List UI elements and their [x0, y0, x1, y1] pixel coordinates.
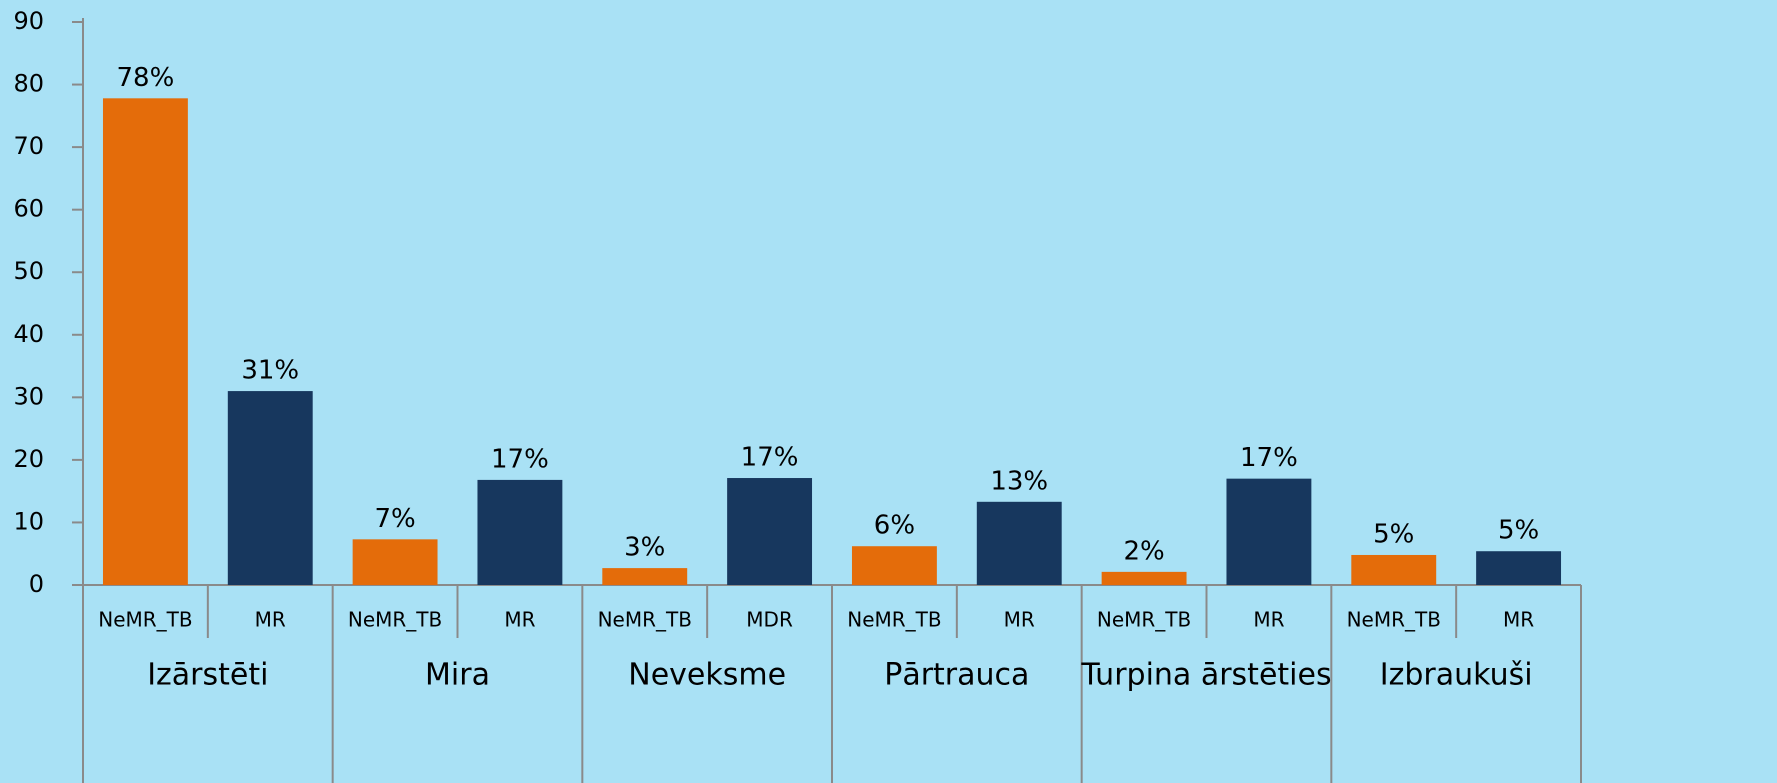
x-tick-label: MR	[1503, 608, 1534, 632]
bar	[102, 98, 188, 585]
data-label: 5%	[1373, 519, 1414, 549]
bar	[477, 479, 563, 585]
data-label: 78%	[117, 63, 175, 93]
group-label: Pārtrauca	[884, 658, 1029, 693]
x-tick-label: NeMR_TB	[98, 608, 192, 632]
y-tick-label: 80	[13, 70, 44, 98]
y-tick-label: 0	[29, 570, 44, 598]
x-tick-label: MR	[504, 608, 535, 632]
group-label: Turpina ārstēties	[1080, 658, 1331, 693]
bar	[851, 546, 937, 585]
bar	[602, 568, 688, 585]
x-tick-label: NeMR_TB	[1097, 608, 1191, 632]
x-tick-label: NeMR_TB	[1347, 608, 1441, 632]
y-tick-label: 50	[13, 257, 44, 285]
y-tick-label: 70	[13, 132, 44, 160]
data-label: 17%	[1240, 443, 1298, 473]
data-label: 5%	[1498, 516, 1539, 546]
group-label: Izbraukuši	[1380, 658, 1533, 693]
bar	[1351, 554, 1437, 585]
x-tick-label: MR	[1253, 608, 1284, 632]
data-label: 2%	[1123, 536, 1164, 566]
y-tick-label: 90	[13, 7, 44, 35]
data-label: 17%	[741, 443, 799, 473]
group-label: Izārstēti	[147, 658, 268, 693]
data-label: 3%	[624, 533, 665, 563]
x-tick-label: NeMR_TB	[847, 608, 941, 632]
data-label: 6%	[874, 511, 915, 541]
data-label: 17%	[491, 444, 549, 474]
x-tick-label: MDR	[746, 608, 793, 632]
data-label: 13%	[990, 466, 1048, 496]
group-label: Mira	[425, 658, 490, 693]
x-tick-label: MR	[255, 608, 286, 632]
x-tick-label: MR	[1004, 608, 1035, 632]
y-tick-label: 20	[13, 445, 44, 473]
bar	[976, 501, 1062, 585]
x-tick-label: NeMR_TB	[348, 608, 442, 632]
y-tick-label: 10	[13, 507, 44, 535]
data-label: 7%	[374, 504, 415, 534]
data-label: 31%	[241, 356, 299, 386]
bar	[227, 391, 313, 585]
y-tick-label: 40	[13, 320, 44, 348]
y-tick-label: 60	[13, 195, 44, 223]
bar	[1226, 478, 1312, 585]
x-tick-label: NeMR_TB	[598, 608, 692, 632]
bar	[1101, 571, 1187, 585]
bar	[1476, 551, 1562, 585]
y-tick-label: 30	[13, 382, 44, 410]
group-label: Neveksme	[628, 658, 786, 693]
bar	[727, 478, 813, 585]
bar	[352, 539, 438, 585]
